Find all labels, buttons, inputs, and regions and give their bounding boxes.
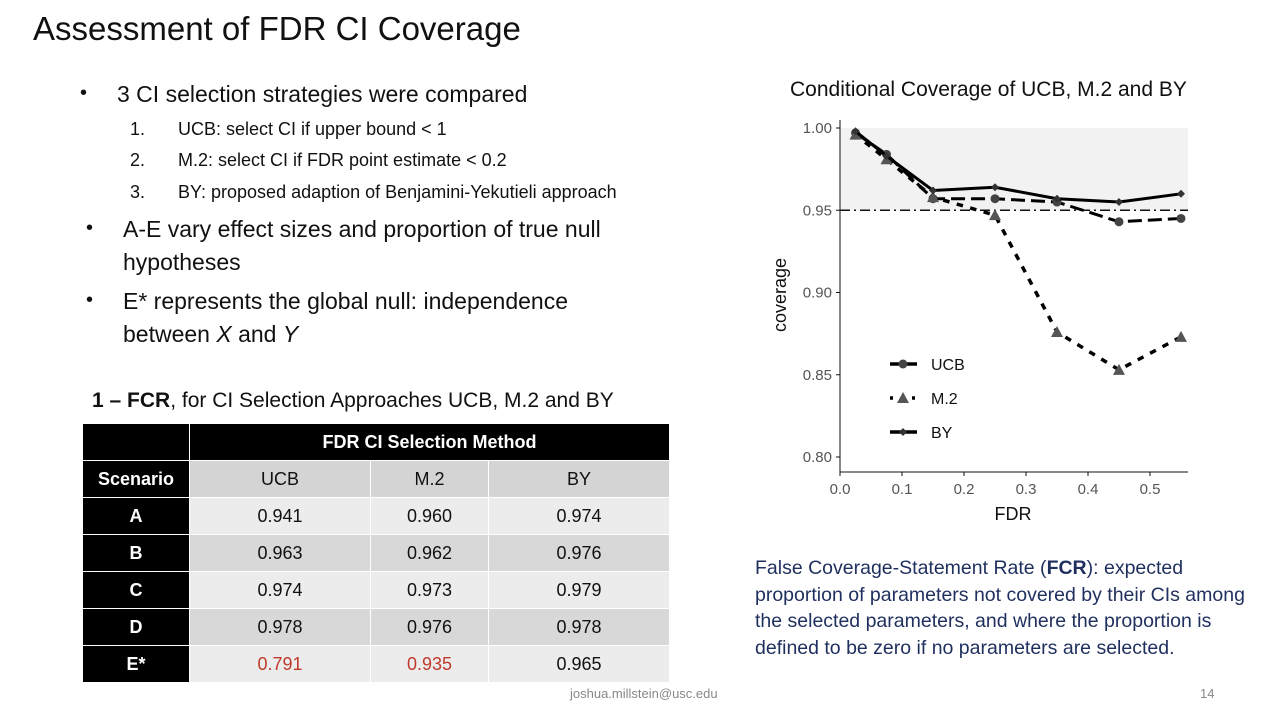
fcr-definition: False Coverage-Statement Rate (FCR): exp… — [755, 557, 1245, 659]
x-axis-label: FDR — [995, 504, 1032, 524]
slide-title: Assessment of FDR CI Coverage — [33, 10, 521, 47]
sub-item-2: 2. M.2: select CI if FDR point estimate <… — [130, 150, 507, 170]
data-point-BY — [991, 183, 999, 192]
chart-title: Conditional Coverage of UCB, M.2 and BY — [790, 78, 1187, 101]
legend-marker-M.2 — [897, 392, 909, 403]
data-point-M.2 — [927, 191, 939, 203]
bullet-dot-icon: • — [80, 82, 88, 104]
data-point-BY — [1177, 189, 1185, 198]
x-tick-label: 0.2 — [954, 481, 975, 498]
table-caption: 1 – FCR, for CI Selection Approaches UCB… — [92, 389, 614, 412]
coverage-chart: Conditional Coverage of UCB, M.2 and BY 0… — [770, 78, 1188, 524]
footer-email: joshua.millstein@usc.edu — [570, 686, 718, 701]
y-tick-label: 0.95 — [803, 202, 832, 219]
table-row: E* 0.791 0.935 0.965 — [82, 645, 670, 683]
bullet-dot-icon: • — [86, 217, 94, 239]
y-tick-label: 0.80 — [803, 449, 832, 466]
fcr-table: FDR CI Selection Method Scenario UCB M.2… — [82, 423, 670, 683]
x-tick-label: 0.1 — [892, 481, 913, 498]
data-point-BY — [1115, 198, 1123, 207]
data-point-BY — [929, 186, 937, 195]
data-point-UCB — [1114, 217, 1124, 227]
data-point-BY — [882, 151, 891, 160]
data-point-BY — [1053, 194, 1061, 203]
data-point-BY — [851, 127, 860, 136]
data-point-UCB — [1176, 213, 1186, 223]
x-tick-label: 0.0 — [830, 481, 851, 498]
bullet-1: 3 CI selection strategies were compared — [117, 81, 528, 107]
column-header: BY — [488, 460, 670, 498]
x-tick-label: 0.4 — [1078, 481, 1099, 498]
shaded-band — [840, 128, 1188, 211]
bullet-3: E* represents the global null: independe… — [123, 288, 568, 347]
data-point-M.2 — [1051, 325, 1063, 337]
row-header: Scenario — [82, 460, 190, 498]
bullet-dot-icon: • — [86, 289, 94, 311]
table-row: A 0.941 0.960 0.974 — [82, 497, 670, 535]
x-tick-label: 0.3 — [1016, 481, 1037, 498]
data-point-UCB — [990, 194, 1000, 204]
data-point-M.2 — [1113, 363, 1125, 375]
table-row: B 0.963 0.962 0.976 — [82, 534, 670, 572]
legend-label: UCB — [931, 357, 965, 374]
sub-item-3: 3. BY: proposed adaption of Benjamini-Yek… — [130, 182, 617, 202]
x-tick-label: 0.5 — [1140, 481, 1161, 498]
y-tick-label: 0.90 — [803, 285, 832, 302]
data-point-M.2 — [989, 209, 1001, 221]
legend-label: M.2 — [931, 391, 958, 408]
legend-label: BY — [931, 425, 953, 442]
table-row: C 0.974 0.973 0.979 — [82, 571, 670, 609]
bullet-2: A-E vary effect sizes and proportion of … — [123, 216, 601, 275]
y-axis-label: coverage — [770, 258, 790, 332]
y-tick-label: 1.00 — [803, 120, 832, 137]
group-header: FDR CI Selection Method — [189, 423, 670, 461]
column-header: UCB — [189, 460, 371, 498]
sub-item-1: 1. UCB: select CI if upper bound < 1 — [130, 119, 447, 139]
legend-marker-BY — [899, 428, 907, 436]
page-number: 14 — [1200, 686, 1215, 701]
table-row: D 0.978 0.976 0.978 — [82, 608, 670, 646]
column-header: M.2 — [370, 460, 489, 498]
y-tick-label: 0.85 — [803, 367, 832, 384]
data-point-M.2 — [1175, 330, 1187, 342]
legend-marker-UCB — [898, 359, 908, 369]
